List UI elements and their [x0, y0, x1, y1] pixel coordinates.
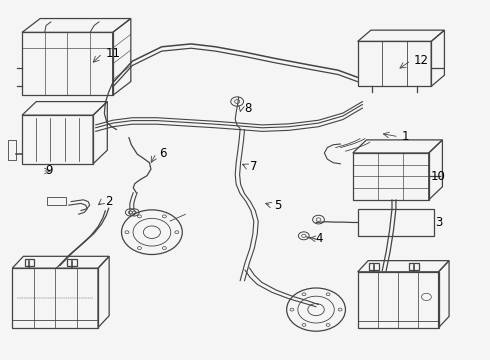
Text: 2: 2 — [105, 195, 113, 208]
Text: 6: 6 — [159, 147, 167, 159]
Bar — [47, 197, 66, 205]
Bar — [369, 263, 379, 270]
Bar — [24, 259, 34, 266]
Text: 3: 3 — [435, 216, 442, 229]
Text: 11: 11 — [105, 47, 121, 60]
Text: 7: 7 — [250, 160, 257, 173]
Bar — [358, 209, 434, 236]
Text: 8: 8 — [244, 102, 251, 114]
Text: 1: 1 — [402, 130, 409, 143]
Bar — [67, 259, 77, 266]
Text: 4: 4 — [315, 232, 322, 245]
Bar — [409, 263, 419, 270]
Bar — [8, 140, 16, 160]
Text: 10: 10 — [430, 170, 445, 183]
Text: 12: 12 — [414, 54, 429, 67]
Text: 9: 9 — [45, 165, 52, 177]
Text: 5: 5 — [274, 199, 282, 212]
